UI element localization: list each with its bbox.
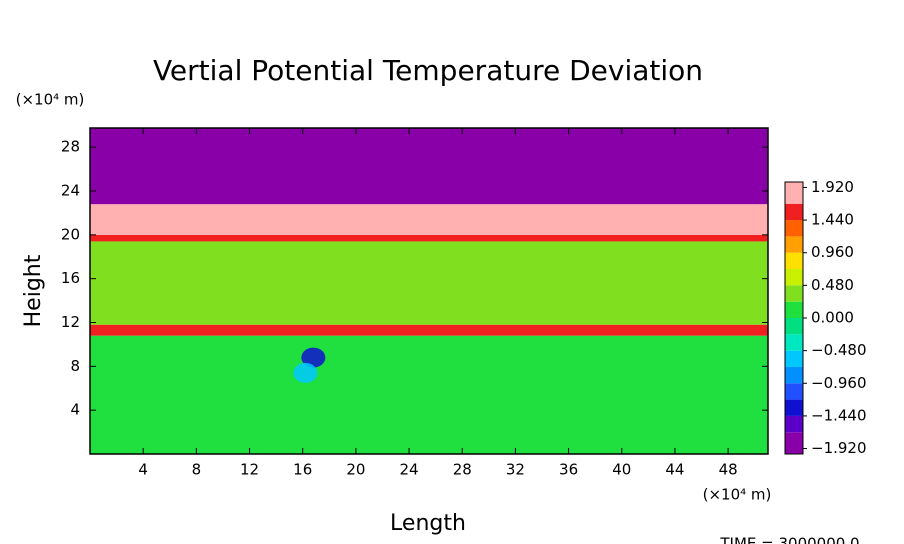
field-layer — [90, 204, 768, 235]
colorbar-tick-label: 0.000 — [811, 309, 854, 327]
colorbar-band — [785, 399, 803, 416]
y-tick-label: 24 — [61, 182, 80, 200]
field-layer — [90, 324, 768, 336]
colorbar-tick-label: −0.480 — [811, 341, 867, 359]
colorbar-tick-label: −0.960 — [811, 374, 867, 392]
footer: TIME = 3000000.0 — [719, 535, 859, 544]
y-tick-label: 4 — [70, 401, 80, 419]
x-tick-label: 44 — [665, 461, 684, 479]
colorbar-band — [785, 334, 803, 351]
colorbar-band — [785, 318, 803, 335]
y-tick-label: 28 — [61, 138, 80, 156]
x-tick-label: 48 — [719, 461, 738, 479]
plot-frame — [89, 127, 769, 455]
colorbar-band — [785, 252, 803, 270]
colorbar-band — [785, 383, 803, 400]
x-tick-label: 16 — [293, 461, 312, 479]
x-tick-label: 32 — [506, 461, 525, 479]
colorbar-tick-label: 0.960 — [811, 243, 854, 261]
colorbar-band — [785, 220, 803, 237]
y-tick-label: 12 — [61, 313, 80, 331]
x-tick-label: 4 — [138, 461, 148, 479]
y-tick-label: 8 — [70, 357, 80, 375]
colorbar-band — [785, 366, 803, 384]
colorbar-band — [785, 432, 803, 454]
colorbar-band — [785, 350, 803, 367]
field-layer — [90, 335, 768, 454]
colorbar-tick-label: 1.440 — [811, 211, 854, 229]
y-unit: (×10⁴ m) — [16, 91, 85, 109]
y-axis-label: Height — [21, 254, 46, 327]
field-layer — [90, 128, 768, 205]
colorbar-tick-label: 0.480 — [811, 276, 854, 294]
colorbar-band — [785, 415, 803, 433]
field-layer — [90, 234, 768, 242]
y-tick-label: 16 — [61, 269, 80, 287]
x-axis-label: Length — [390, 511, 466, 536]
colorbar-band — [785, 285, 803, 302]
colorbar-band — [785, 236, 803, 253]
colorbar-band — [785, 269, 803, 286]
colorbar-tick-label: −1.440 — [811, 406, 867, 424]
colorbar-band — [785, 203, 803, 221]
x-tick-label: 40 — [612, 461, 631, 479]
colorbar-tick-label: 1.920 — [811, 178, 854, 196]
field-blob — [293, 362, 318, 383]
colorbar-band — [785, 182, 803, 204]
field-blob — [301, 347, 326, 368]
colorbar-band — [785, 301, 803, 318]
x-tick-label: 28 — [453, 461, 472, 479]
chart-title: Vertial Potential Temperature Deviation — [153, 54, 703, 87]
field — [90, 128, 768, 454]
colorbar-tick-label: −1.920 — [811, 439, 867, 457]
x-tick-label: 20 — [346, 461, 365, 479]
y-tick-label: 20 — [61, 225, 80, 243]
x-tick-label: 12 — [240, 461, 259, 479]
x-unit: (×10⁴ m) — [703, 486, 772, 504]
x-tick-label: 36 — [559, 461, 578, 479]
x-tick-label: 24 — [400, 461, 419, 479]
x-tick-label: 8 — [192, 461, 202, 479]
field-layer — [90, 241, 768, 325]
